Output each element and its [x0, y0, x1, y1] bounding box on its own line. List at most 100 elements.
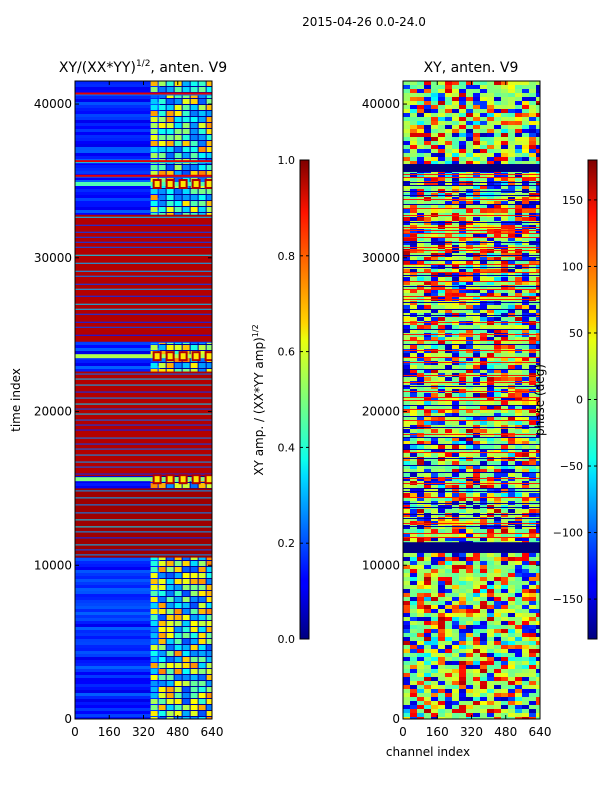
amplitude-cell	[206, 651, 212, 656]
amplitude-cell	[190, 603, 198, 608]
phase-cell	[536, 353, 540, 357]
phase-cell	[480, 713, 487, 717]
phase-cell	[438, 377, 445, 381]
phase-cell	[452, 605, 459, 609]
amplitude-cell	[150, 189, 158, 194]
amplitude-cell	[198, 135, 206, 140]
phase-cell	[417, 417, 424, 421]
phase-cell	[417, 341, 424, 345]
amplitude-bright-row	[75, 182, 212, 187]
phase-cell	[438, 685, 445, 689]
phase-cell	[417, 633, 424, 637]
phase-cell	[452, 465, 459, 469]
phase-cell	[522, 493, 529, 497]
phase-cell	[508, 437, 515, 441]
phase-cell	[487, 125, 494, 129]
phase-cell	[410, 277, 417, 281]
phase-cell	[417, 697, 424, 701]
phase-cell	[438, 153, 445, 157]
phase-cell	[522, 145, 529, 149]
amplitude-cell	[150, 153, 158, 158]
phase-cell	[459, 581, 466, 585]
phase-cell	[494, 665, 501, 669]
phase-stripe	[403, 409, 540, 410]
amplitude-cell	[158, 687, 166, 692]
phase-cell	[487, 113, 494, 117]
phase-cell	[536, 637, 540, 641]
phase-stripe	[403, 222, 540, 223]
amplitude-cell	[198, 171, 206, 176]
phase-cell	[424, 81, 431, 85]
amplitude-cell	[166, 579, 174, 584]
phase-cell	[466, 217, 473, 221]
phase-cell	[466, 413, 473, 417]
phase-cell	[445, 101, 452, 105]
phase-cell	[501, 397, 508, 401]
phase-cell	[452, 405, 459, 409]
phase-cell	[445, 365, 452, 369]
phase-cell	[417, 317, 424, 321]
phase-cell	[459, 441, 466, 445]
phase-cell	[410, 97, 417, 101]
phase-cell	[536, 101, 540, 105]
phase-cell	[501, 497, 508, 501]
phase-cell	[473, 201, 480, 205]
phase-cell	[417, 145, 424, 149]
phase-cell	[508, 137, 515, 141]
phase-cell	[487, 469, 494, 473]
phase-cell	[508, 109, 515, 113]
phase-cell	[417, 201, 424, 205]
phase-cell	[466, 473, 473, 477]
amplitude-cell	[150, 675, 158, 680]
phase-cell	[445, 401, 452, 405]
phase-cell	[417, 649, 424, 653]
phase-cell	[515, 601, 522, 605]
phase-cell	[452, 277, 459, 281]
phase-cell	[508, 625, 515, 629]
phase-cell	[466, 277, 473, 281]
amplitude-band-stripe	[75, 262, 212, 264]
phase-cell	[459, 405, 466, 409]
phase-cell	[529, 257, 536, 261]
phase-cell	[417, 665, 424, 669]
amplitude-band-stripe	[75, 537, 212, 539]
phase-cell	[494, 337, 501, 341]
phase-cell	[480, 293, 487, 297]
phase-cell	[529, 465, 536, 469]
amplitude-cell	[190, 345, 198, 350]
phase-cell	[536, 97, 540, 101]
phase-cell	[445, 105, 452, 109]
phase-cell	[473, 453, 480, 457]
phase-cell	[522, 529, 529, 533]
phase-cell	[522, 397, 529, 401]
phase-cell	[410, 661, 417, 665]
amplitude-noise-row	[75, 630, 160, 633]
amplitude-noise-row	[75, 705, 160, 708]
phase-cell	[487, 461, 494, 465]
amplitude-cell	[182, 153, 190, 158]
phase-cell	[417, 485, 424, 489]
phase-cell	[424, 209, 431, 213]
phase-cell	[536, 125, 540, 129]
phase-cell	[473, 529, 480, 533]
phase-cell	[466, 417, 473, 421]
phase-cell	[529, 653, 536, 657]
phase-cell	[445, 529, 452, 533]
phase-cell	[480, 269, 487, 273]
phase-cell	[466, 689, 473, 693]
phase-cell	[438, 705, 445, 709]
phase-cell	[431, 293, 438, 297]
phase-cell	[522, 137, 529, 141]
phase-cell	[529, 657, 536, 661]
phase-cell	[536, 365, 540, 369]
phase-cell	[529, 449, 536, 453]
phase-cell	[466, 205, 473, 209]
phase-cell	[494, 117, 501, 121]
amplitude-noise-row	[75, 621, 160, 624]
amplitude-cell	[190, 117, 198, 122]
phase-cell	[459, 641, 466, 645]
amplitude-cell	[206, 201, 212, 206]
phase-cell	[480, 581, 487, 585]
phase-cell	[403, 109, 410, 113]
